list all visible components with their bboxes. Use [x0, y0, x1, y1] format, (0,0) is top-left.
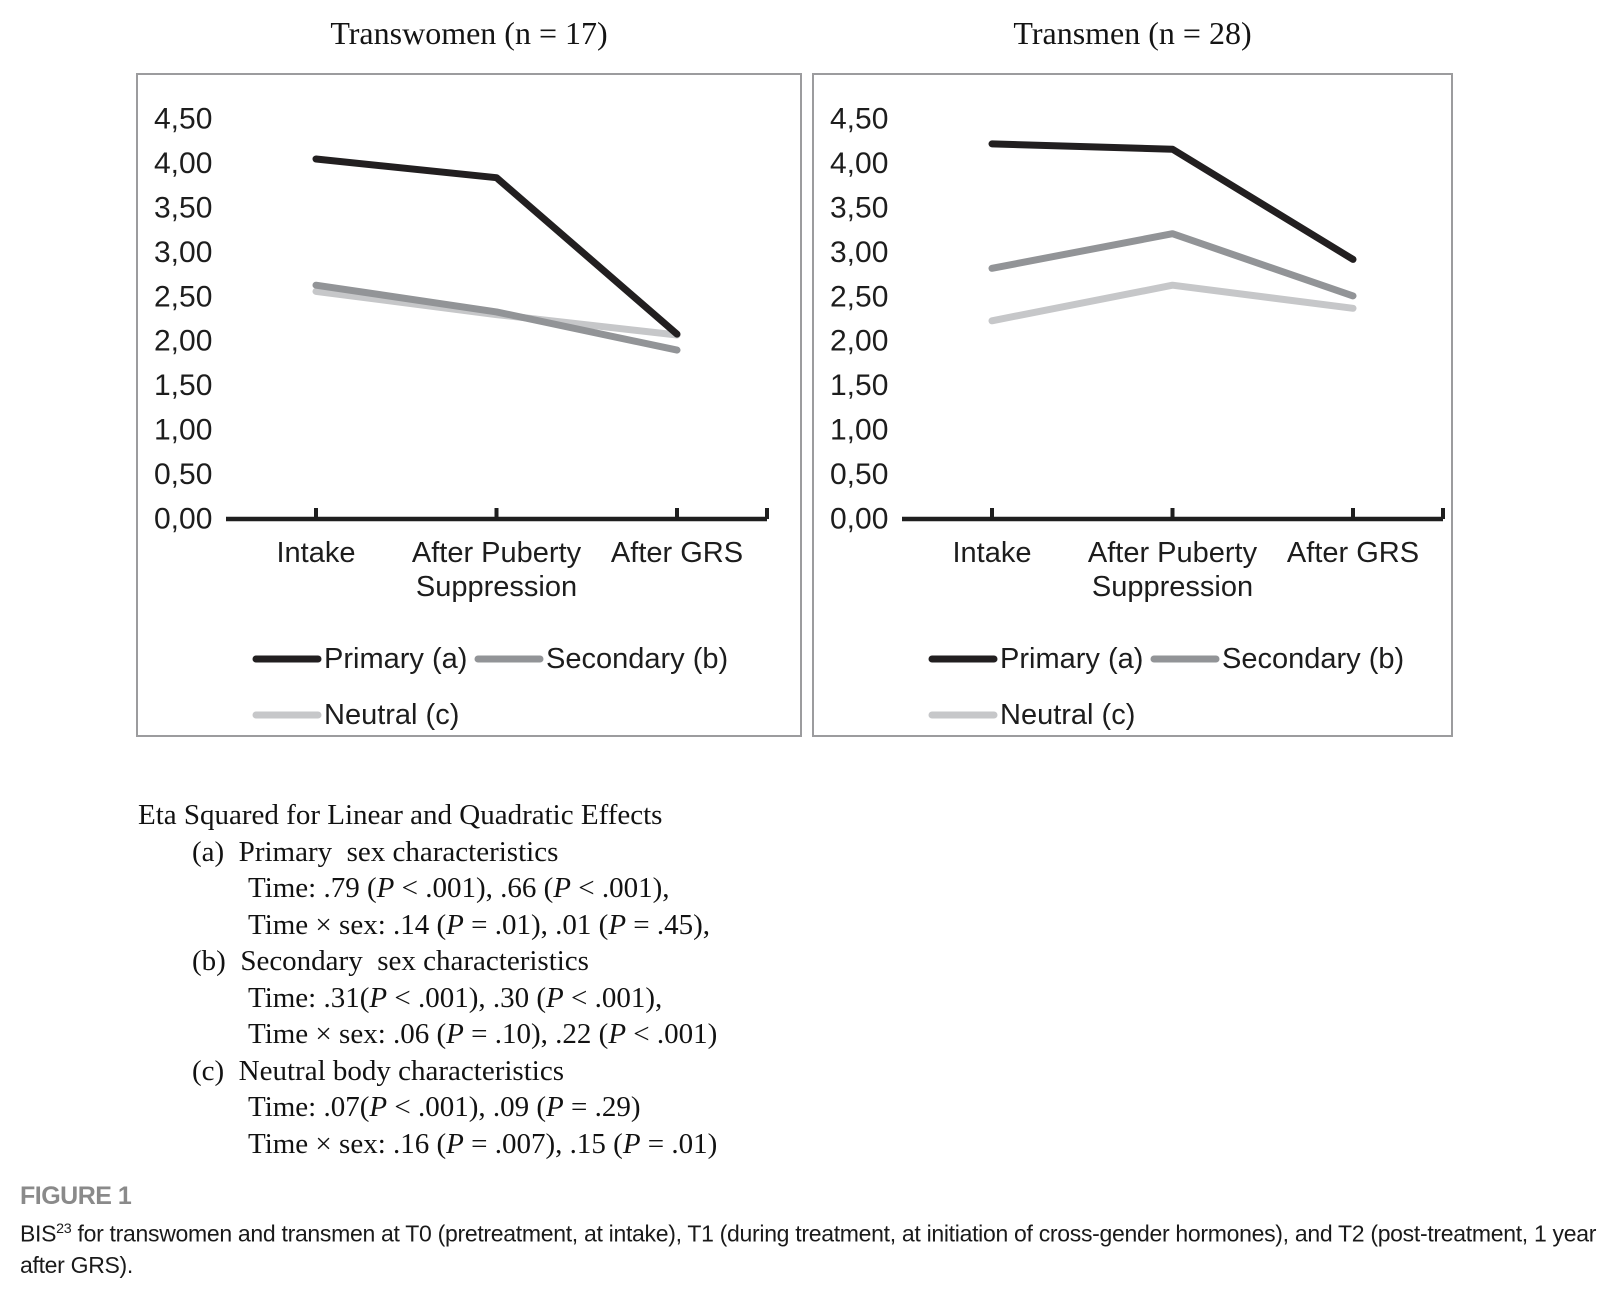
- series-line-secondary-b: [312, 281, 681, 354]
- y-axis-tick-label: 2,00: [154, 325, 212, 358]
- y-axis-tick-label: 3,00: [830, 236, 888, 269]
- figure-caption: BIS23 for transwomen and transmen at T0 …: [20, 1214, 1602, 1281]
- chart-panel-transmen: 4,50 4,00 3,50 3,00 2,50 2,00 1,50 1,00 0,50 0,00…: [812, 73, 1453, 737]
- eta-text-line: Time × sex: .16 (P = .007), .15 (P = .01…: [248, 1127, 718, 1160]
- category-label: After GRS: [611, 537, 743, 569]
- category-label: After Puberty: [1088, 537, 1258, 569]
- y-axis-tick-label: 4,50: [830, 103, 888, 136]
- legend-label: Secondary (b): [546, 643, 728, 675]
- x-axis: [902, 508, 1445, 522]
- caption-body: for transwomen and transmen at T0 (pretr…: [20, 1220, 1597, 1278]
- y-axis-tick-label: 2,50: [830, 280, 888, 313]
- y-axis-tick-label: 2,50: [154, 280, 212, 313]
- y-axis-tick-label: 1,00: [830, 414, 888, 447]
- category-label: Intake: [953, 537, 1032, 569]
- category-label: Intake: [277, 537, 356, 569]
- y-axis-tick-label: 0,00: [830, 503, 888, 536]
- legend: Primary (a) Secondary (b) Neutral (c): [252, 643, 728, 731]
- series-line-primary-a: [312, 155, 681, 338]
- eta-text-line: Eta Squared for Linear and Quadratic Eff…: [138, 799, 663, 831]
- x-axis: [226, 508, 769, 522]
- y-axis-tick-label: 4,00: [154, 147, 212, 180]
- category-label: After Puberty: [412, 537, 582, 569]
- y-axis-tick-label: 1,50: [154, 369, 212, 402]
- y-axis-tick-label: 4,00: [830, 147, 888, 180]
- series-lines: [988, 140, 1357, 325]
- eta-squared-effects-text: Eta Squared for Linear and Quadratic Eff…: [138, 797, 717, 1162]
- eta-text-line: Time: .07(P < .001), .09 (P = .29): [248, 1091, 641, 1123]
- eta-text-line: Time × sex: .14 (P = .01), .01 (P = .45)…: [248, 908, 711, 941]
- legend-label: Neutral (c): [324, 699, 459, 731]
- y-axis-labels: 4,50 4,00 3,50 3,00 2,50 2,00 1,50 1,00 0,50 0,00: [154, 103, 212, 536]
- legend-label: Primary (a): [324, 643, 467, 675]
- series-line-secondary-b: [988, 230, 1357, 300]
- chart-title-transmen: Transmen (n = 28): [1013, 15, 1252, 51]
- chart-canvas-transwomen: 4,50 4,00 3,50 3,00 2,50 2,00 1,50 1,00 0,50 0,00…: [154, 103, 769, 731]
- category-label: After GRS: [1287, 537, 1419, 569]
- y-axis-tick-label: 4,50: [154, 103, 212, 136]
- eta-text-line: Time × sex: .06 (P = .10), .22 (P < .001…: [248, 1018, 718, 1050]
- y-axis-tick-label: 0,50: [154, 458, 212, 491]
- chart-canvas-transmen: 4,50 4,00 3,50 3,00 2,50 2,00 1,50 1,00 0,50 0,00…: [830, 103, 1445, 731]
- legend-label: Neutral (c): [1000, 699, 1135, 731]
- caption-prefix: BIS: [20, 1220, 57, 1247]
- y-axis-tick-label: 1,50: [830, 369, 888, 402]
- y-axis-tick-label: 0,00: [154, 503, 212, 536]
- eta-text-line: (b) Secondary sex characteristics: [192, 945, 589, 977]
- legend-label: Secondary (b): [1222, 643, 1404, 675]
- y-axis-tick-label: 3,50: [830, 191, 888, 224]
- legend-label: Primary (a): [1000, 643, 1143, 675]
- legend: Primary (a) Secondary (b) Neutral (c): [928, 643, 1404, 731]
- series-lines: [312, 155, 681, 354]
- y-axis-tick-label: 3,00: [154, 236, 212, 269]
- chart-title-transwomen: Transwomen (n = 17): [330, 15, 608, 51]
- category-label: Suppression: [416, 571, 577, 603]
- y-axis-tick-label: 3,50: [154, 191, 212, 224]
- y-axis-tick-label: 2,00: [830, 325, 888, 358]
- series-line-neutral-c: [988, 281, 1357, 325]
- category-label: Suppression: [1092, 571, 1253, 603]
- y-axis-tick-label: 0,50: [830, 458, 888, 491]
- chart-panel-transwomen: 4,50 4,00 3,50 3,00 2,50 2,00 1,50 1,00 0,50 0,00…: [136, 73, 802, 737]
- eta-text-line: (a) Primary sex characteristics: [192, 835, 559, 868]
- series-line-primary-a: [988, 140, 1357, 263]
- y-axis-tick-label: 1,00: [154, 414, 212, 447]
- y-axis-labels: 4,50 4,00 3,50 3,00 2,50 2,00 1,50 1,00 0,50 0,00: [830, 103, 888, 536]
- caption-superscript: 23: [56, 1221, 72, 1237]
- eta-text-line: (c) Neutral body characteristics: [192, 1054, 564, 1087]
- figure-label: FIGURE 1: [20, 1182, 132, 1210]
- eta-text-line: Time: .79 (P < .001), .66 (P < .001),: [248, 872, 670, 904]
- eta-text-line: Time: .31(P < .001), .30 (P < .001),: [248, 981, 663, 1014]
